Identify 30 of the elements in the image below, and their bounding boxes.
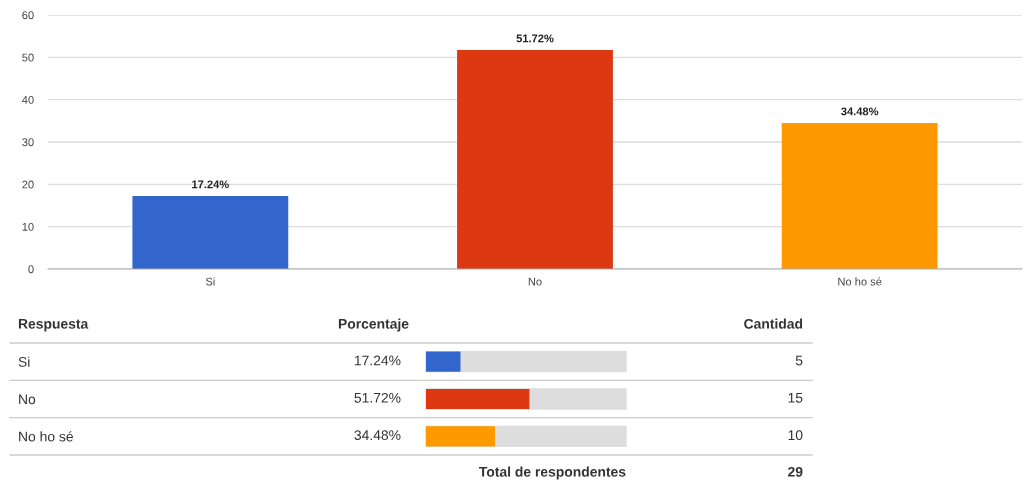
text: 5 bbox=[795, 355, 803, 366]
bar bbox=[457, 50, 613, 269]
y-tick-label: 20 bbox=[22, 180, 34, 189]
x-tick-label: No ho sé bbox=[838, 277, 882, 286]
y-tick-label: 0 bbox=[28, 265, 34, 274]
y-tick-label: 10 bbox=[22, 222, 34, 231]
y-tick-label: 60 bbox=[22, 11, 34, 20]
data-label: 51.72% bbox=[516, 34, 554, 43]
bar bbox=[781, 123, 938, 269]
y-tick-label: 50 bbox=[22, 53, 34, 62]
y-tick-label: 40 bbox=[22, 95, 34, 104]
y-tick-label: No ho sé bbox=[19, 431, 73, 442]
data-label: 17.24% bbox=[192, 180, 229, 189]
bar bbox=[132, 196, 289, 269]
text: 10 bbox=[788, 430, 803, 441]
data-label: 34.48% bbox=[841, 107, 879, 116]
text: Respuesta bbox=[18, 319, 89, 332]
data-label: 51.72% bbox=[354, 392, 401, 403]
text: Total de respondentes bbox=[479, 466, 626, 480]
y-tick-label: Si bbox=[18, 356, 30, 367]
text: 29 bbox=[788, 466, 803, 477]
y-tick-label: 30 bbox=[22, 138, 34, 147]
text: Porcentaje bbox=[338, 318, 409, 332]
x-tick-label: No bbox=[528, 277, 542, 286]
y-tick-label: No bbox=[19, 394, 36, 405]
data-label: 17.24% bbox=[354, 355, 401, 366]
data-label: 34.48% bbox=[354, 430, 401, 441]
text: 15 bbox=[788, 393, 803, 403]
text: Cantidad bbox=[744, 318, 803, 329]
x-tick-label: Si bbox=[205, 277, 215, 286]
